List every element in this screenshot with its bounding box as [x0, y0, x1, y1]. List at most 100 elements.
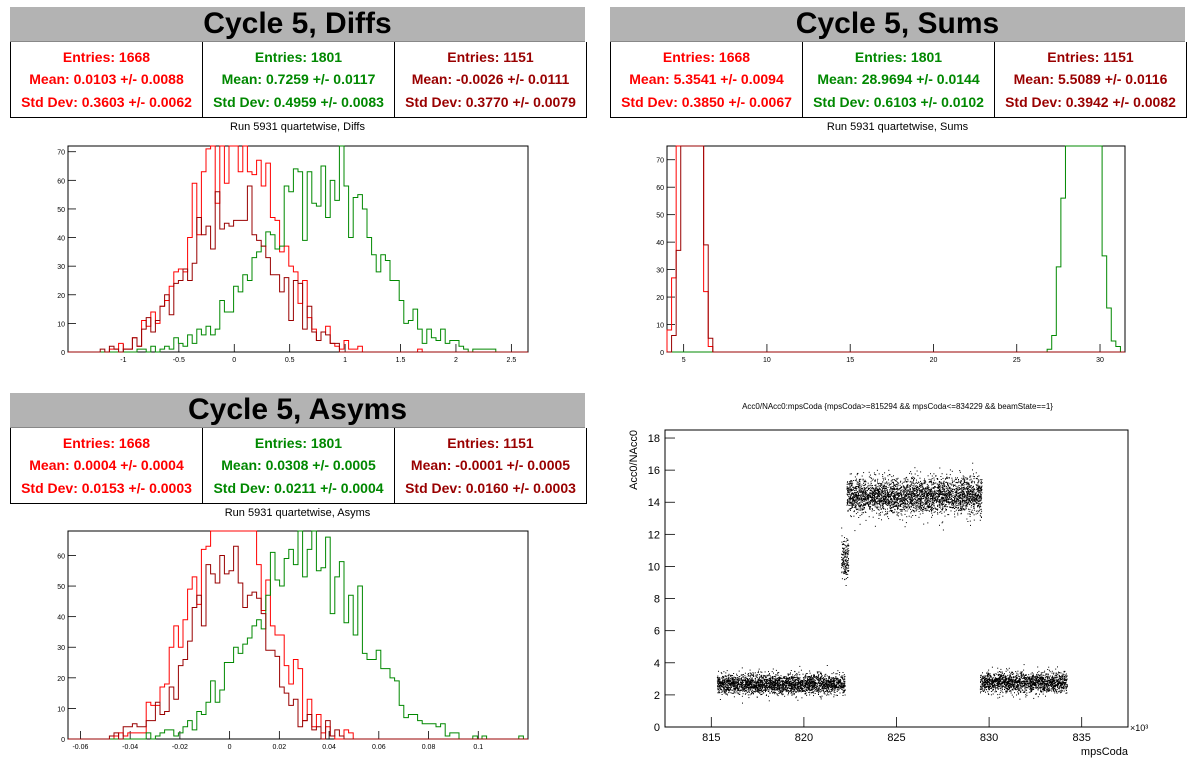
scatter-point [766, 684, 768, 686]
scatter-point [752, 675, 754, 677]
scatter-point [830, 681, 832, 683]
scatter-point [751, 689, 753, 691]
scatter-point [878, 499, 880, 501]
scatter-point [917, 495, 919, 497]
scatter-point [838, 689, 840, 691]
scatter-point [744, 686, 745, 688]
scatter-point [812, 685, 814, 687]
scatter-point [844, 572, 846, 574]
scatter-point [738, 670, 740, 672]
scatter-point [778, 680, 780, 682]
scatter-point [781, 693, 783, 695]
scatter-point [719, 678, 721, 680]
scatter-point [845, 545, 847, 546]
scatter-point [938, 504, 940, 506]
scatter-point [861, 498, 863, 500]
scatter-point [957, 489, 959, 491]
scatter-point [843, 684, 845, 686]
scatter-point [862, 508, 864, 510]
scatter-point [795, 697, 797, 699]
scatter-point [753, 686, 755, 688]
scatter-point [913, 487, 915, 489]
scatter-point [800, 686, 801, 688]
scatter-point [744, 687, 746, 689]
scatter-point [855, 498, 857, 500]
scatter-point [978, 494, 980, 496]
scatter-point [882, 496, 884, 498]
scatter-point [792, 690, 794, 692]
scatter-point [798, 671, 800, 673]
scatter-point [942, 485, 944, 487]
scatter-point [942, 504, 944, 505]
scatter-point [788, 685, 790, 687]
scatter-point [833, 685, 835, 687]
scatter-point [791, 682, 793, 684]
scatter-point [735, 682, 737, 684]
scatter-point [811, 685, 813, 686]
scatter-point [906, 484, 908, 486]
scatter-point [807, 686, 809, 688]
scatter-point [855, 492, 857, 494]
scatter-point [797, 681, 799, 683]
scatter-point [836, 678, 837, 680]
scatter-point [777, 680, 779, 682]
scatter-point [834, 677, 836, 679]
scatter-point [782, 682, 783, 684]
scatter-point [735, 687, 737, 689]
scatter-point [815, 687, 817, 688]
scatter-point [855, 503, 857, 505]
scatter-point [797, 680, 799, 682]
scatter-point [800, 682, 802, 684]
scatter-point [807, 688, 809, 690]
scatter-point [784, 676, 786, 678]
scatter-point [745, 680, 746, 682]
scatter-point [739, 694, 741, 695]
scatter-point [730, 689, 732, 691]
scatter-point [807, 684, 809, 686]
scatter-point [717, 687, 719, 689]
scatter-point [964, 480, 965, 482]
scatter-point [934, 511, 936, 513]
scatter-point [899, 493, 901, 495]
scatter-point [795, 696, 797, 698]
scatter-point [949, 495, 951, 497]
scatter-point [745, 679, 747, 681]
scatter-point [949, 497, 950, 499]
scatter-point [762, 684, 764, 686]
scatter-point [851, 497, 853, 499]
scatter-point [873, 472, 875, 474]
scatter-point [790, 670, 792, 671]
scatter-point [843, 685, 845, 687]
scatter-point [801, 687, 803, 689]
scatter-point [750, 680, 751, 682]
scatter-point [820, 671, 822, 673]
scatter-point [961, 484, 962, 486]
scatter-point [737, 682, 739, 684]
scatter-point [939, 483, 941, 485]
scatter-point [849, 489, 851, 491]
scatter-point [905, 477, 907, 479]
scatter-point [918, 493, 920, 495]
scatter-point [847, 564, 849, 566]
scatter-point [807, 676, 809, 678]
scatter-point [836, 673, 838, 675]
scatter-point [824, 674, 826, 676]
scatter-point [880, 504, 882, 506]
scatter-point [720, 672, 722, 674]
scatter-points [716, 462, 1068, 704]
scatter-point [760, 694, 762, 696]
scatter-point [799, 690, 801, 692]
scatter-point [964, 479, 966, 481]
scatter-point [969, 475, 971, 477]
scatter-point [743, 690, 745, 692]
scatter-point [949, 506, 951, 508]
scatter-point [975, 498, 977, 500]
scatter-point [877, 498, 879, 500]
scatter-point [923, 494, 925, 496]
scatter-point [755, 686, 757, 688]
scatter-point [748, 690, 750, 692]
scatter-point [740, 685, 742, 686]
scatter-point [738, 686, 740, 688]
scatter-point [717, 686, 719, 688]
